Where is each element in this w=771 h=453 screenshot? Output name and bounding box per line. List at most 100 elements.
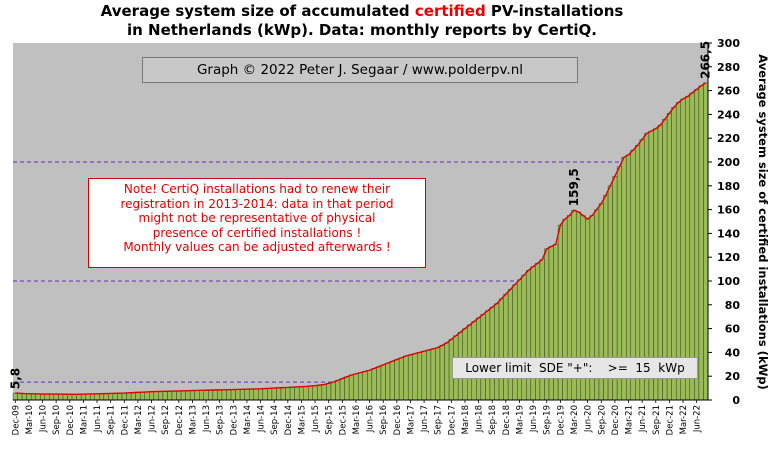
x-tick-label: Jun-16 (366, 405, 376, 433)
bar (248, 388, 254, 401)
bar (62, 393, 68, 401)
bar (221, 389, 227, 401)
x-tick-label: Sep-20 (597, 405, 607, 435)
bar (199, 390, 205, 401)
y-tick-label: 120 (717, 251, 740, 264)
x-tick-label: Sep-12 (161, 405, 171, 435)
bar (335, 380, 341, 401)
bar (162, 391, 168, 401)
x-tick-label: Dec-13 (229, 405, 239, 435)
bar (49, 393, 55, 401)
bar (285, 387, 291, 401)
note-line: Note! CertiQ installations had to renew … (123, 182, 391, 196)
bar (153, 391, 159, 401)
credit-box: Graph © 2022 Peter J. Segaar / www.polde… (142, 57, 578, 83)
bar (139, 391, 145, 401)
x-tick-label: Sep-10 (52, 405, 62, 435)
reference-lines (13, 161, 708, 383)
bar (30, 393, 36, 401)
x-tick-label: Jun-10 (39, 405, 49, 433)
bar (158, 391, 164, 401)
x-tick-label: Mar-21 (625, 405, 635, 434)
x-tick-label: Jun-19 (529, 405, 539, 433)
bar (230, 389, 236, 401)
bar (17, 393, 23, 401)
y-tick-label: 220 (717, 132, 740, 145)
bar (444, 342, 450, 401)
x-tick-label: Jun-15 (311, 405, 321, 433)
y-tick-label: 140 (717, 227, 740, 240)
trend-line (15, 82, 707, 395)
x-tick-label: Mar-10 (25, 405, 35, 434)
bar (280, 387, 286, 401)
bar (171, 390, 177, 401)
x-tick-label: Sep-13 (216, 405, 226, 435)
bar (685, 96, 691, 401)
bar (535, 262, 541, 401)
bar (21, 393, 27, 401)
bar (494, 303, 500, 401)
x-axis-ticks: Dec-09 Mar-10 Jun-10 Sep-10 Dec-10 Mar-11 Jun-… (11, 400, 703, 435)
y-tick-label: 240 (717, 108, 740, 121)
bar (394, 359, 400, 401)
bar (53, 393, 59, 401)
bar (40, 393, 46, 401)
bar (212, 389, 218, 401)
x-tick-label: Sep-18 (488, 405, 498, 435)
bar (421, 350, 427, 401)
bar (407, 354, 413, 401)
x-tick-label: Sep-19 (543, 405, 553, 435)
x-tick-label: Jun-11 (93, 405, 103, 433)
data-annotations: 5,8 159,5 266,5 (8, 41, 712, 389)
bar (239, 389, 245, 401)
bar (308, 385, 314, 401)
bar (294, 386, 300, 401)
y-tick-label: 0 (732, 394, 740, 407)
bar (389, 361, 395, 401)
bar (703, 82, 709, 401)
note-line: Monthly values can be adjusted afterward… (123, 240, 391, 254)
y-tick-label: 180 (717, 180, 740, 193)
bar (362, 371, 368, 401)
bar (130, 392, 136, 401)
bar (680, 98, 686, 401)
x-tick-label: Dec-11 (120, 405, 130, 435)
bar (435, 347, 441, 401)
x-tick-label: Mar-19 (516, 405, 526, 434)
x-tick-label: Mar-17 (407, 405, 417, 434)
bar (189, 390, 195, 401)
bar (276, 387, 282, 401)
title-part-1: Average system size of accumulated (101, 2, 415, 20)
bar (67, 394, 73, 401)
value-annotation: 266,5 (699, 41, 713, 79)
x-tick-label: Mar-20 (570, 405, 580, 434)
bar (303, 386, 309, 401)
bar (176, 390, 182, 401)
x-tick-label: Sep-17 (434, 405, 444, 435)
bar (698, 85, 704, 401)
bar (135, 392, 141, 401)
bar (312, 385, 318, 401)
chart-title-line-2: in Netherlands (kWp). Data: monthly repo… (127, 21, 597, 39)
bar (521, 274, 527, 401)
bar (298, 386, 304, 401)
x-tick-label: Mar-13 (188, 405, 198, 434)
bar (426, 349, 432, 401)
bar (353, 373, 359, 401)
note-line: presence of certified installations ! (152, 225, 362, 240)
bar (76, 394, 82, 401)
x-tick-label: Dec-15 (338, 405, 348, 435)
y-tick-label: 160 (717, 204, 740, 217)
bar (485, 310, 491, 401)
bar (694, 89, 700, 401)
bar (262, 388, 268, 401)
value-annotation: 5,8 (8, 368, 22, 389)
bar (144, 391, 150, 401)
bar (385, 362, 391, 401)
note-box: Note! CertiQ installations had to renew … (88, 178, 426, 268)
x-tick-label: Mar-16 (352, 405, 362, 434)
bar (526, 270, 532, 401)
bar (398, 357, 404, 401)
x-tick-label: Sep-14 (270, 405, 280, 435)
bar (226, 389, 232, 401)
